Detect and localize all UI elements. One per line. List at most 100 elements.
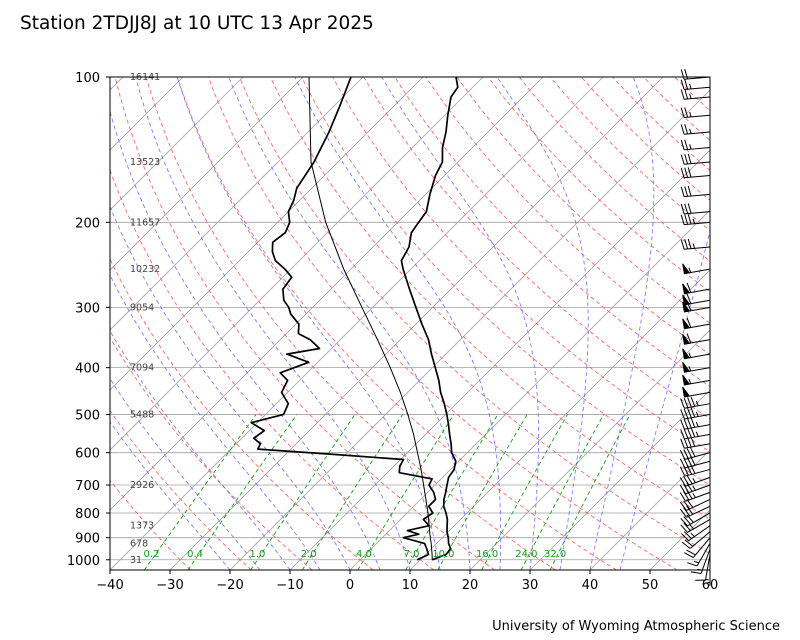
- barb-shaft: [684, 452, 711, 460]
- barb-half: [692, 478, 696, 483]
- dry-adiabat: [239, 77, 710, 555]
- barb-full: [683, 483, 690, 493]
- y-tick-label: 1000: [67, 554, 100, 569]
- y-tick-label: 100: [75, 71, 100, 86]
- height-label: 5488: [130, 409, 154, 420]
- barb-full: [686, 474, 693, 485]
- height-label: 9054: [130, 302, 154, 313]
- isotherm-line: [469, 329, 710, 570]
- y-tick-label: 500: [75, 408, 100, 423]
- isotherm-line: [110, 77, 244, 211]
- mixing-ratio-label: 32.0: [544, 549, 566, 560]
- wind-barb: [680, 153, 711, 165]
- barb-full: [680, 89, 685, 100]
- height-label: 2926: [130, 480, 154, 491]
- barb-half: [688, 267, 692, 273]
- barb-shaft: [684, 424, 711, 430]
- barb-half: [689, 93, 692, 99]
- dry-adiabat: [110, 336, 313, 570]
- barb-full: [687, 562, 698, 567]
- barb-full: [683, 449, 689, 459]
- wind-barb: [682, 348, 711, 360]
- wind-barb: [680, 203, 711, 215]
- barb-half: [692, 218, 696, 224]
- barb-full: [690, 447, 696, 457]
- dry-adiabat: [110, 409, 252, 570]
- y-tick-label: 200: [75, 216, 100, 231]
- barb-full: [681, 541, 691, 549]
- barb-half: [689, 83, 692, 90]
- wind-barb: [680, 436, 711, 449]
- barb-full: [683, 428, 689, 439]
- isotherm-line: [0, 77, 3, 570]
- barb-full: [690, 407, 696, 418]
- barb-shaft: [684, 96, 711, 100]
- barb-flag: [682, 348, 691, 360]
- height-label: 1373: [130, 521, 154, 532]
- barb-half: [692, 493, 696, 498]
- wind-barb: [680, 79, 711, 90]
- barb-full: [680, 203, 685, 214]
- dry-adiabat: [518, 77, 710, 262]
- barb-shaft: [684, 114, 711, 118]
- dry-adiabat: [611, 77, 710, 171]
- barb-full: [687, 186, 692, 197]
- barb-half: [692, 243, 696, 249]
- moist-adiabat: [110, 420, 231, 570]
- plot-frame: [109, 76, 711, 571]
- barb-full: [680, 419, 685, 430]
- barb-half: [689, 111, 692, 118]
- barb-full: [683, 397, 689, 408]
- background-lines: [0, 77, 710, 570]
- barb-full: [684, 107, 689, 118]
- barb-full: [687, 437, 692, 448]
- barb-full: [683, 408, 689, 419]
- barb-shaft: [684, 413, 711, 420]
- x-tick-label: −10: [276, 578, 303, 593]
- barb-flag: [682, 283, 691, 295]
- barb-full: [690, 427, 696, 438]
- mixing-ratio-label: 7.0: [404, 549, 420, 560]
- x-tick-label: −40: [96, 578, 123, 593]
- wind-barb: [695, 554, 711, 581]
- barb-half: [704, 581, 711, 584]
- barb-shaft: [685, 491, 711, 502]
- wind-barb: [680, 525, 711, 542]
- barb-full: [686, 282, 692, 293]
- mixing-ratio-line: [520, 414, 604, 570]
- mixing-ratio-label: 2.0: [301, 549, 317, 560]
- barb-full: [687, 167, 692, 178]
- dry-adiabat: [110, 168, 435, 570]
- isotherm-line: [110, 77, 304, 271]
- mixing-ratio-label: 1.0: [250, 549, 266, 560]
- moist-adiabat: [294, 77, 502, 570]
- isotherm-line: [529, 389, 710, 570]
- barb-shaft: [692, 537, 711, 558]
- barb-full: [686, 448, 693, 458]
- wind-barb: [679, 505, 711, 518]
- isotherm-line: [110, 77, 604, 570]
- isotherm-line: [229, 89, 710, 570]
- wind-barb: [682, 386, 711, 398]
- mixing-ratio-line: [250, 414, 356, 570]
- chart-credit: University of Wyoming Atmospheric Scienc…: [492, 619, 780, 634]
- wind-barb: [680, 124, 711, 135]
- height-label: 7094: [130, 363, 154, 374]
- barb-full: [679, 484, 686, 495]
- mixing-ratio-line: [301, 414, 404, 570]
- wind-barb: [681, 531, 711, 549]
- barb-full: [686, 482, 693, 492]
- dry-adiabat: [207, 77, 678, 570]
- barb-half: [695, 421, 699, 427]
- mixing-ratio-line: [143, 414, 257, 570]
- barb-full: [680, 409, 685, 420]
- barb-full: [679, 492, 686, 502]
- dry-adiabat: [270, 77, 710, 520]
- barb-half: [688, 352, 692, 358]
- wind-barb: [682, 374, 711, 386]
- height-label: 13523: [130, 157, 160, 168]
- y-tick-label: 600: [75, 447, 100, 462]
- dry-adiabat: [425, 77, 710, 356]
- wind-barb: [679, 474, 711, 487]
